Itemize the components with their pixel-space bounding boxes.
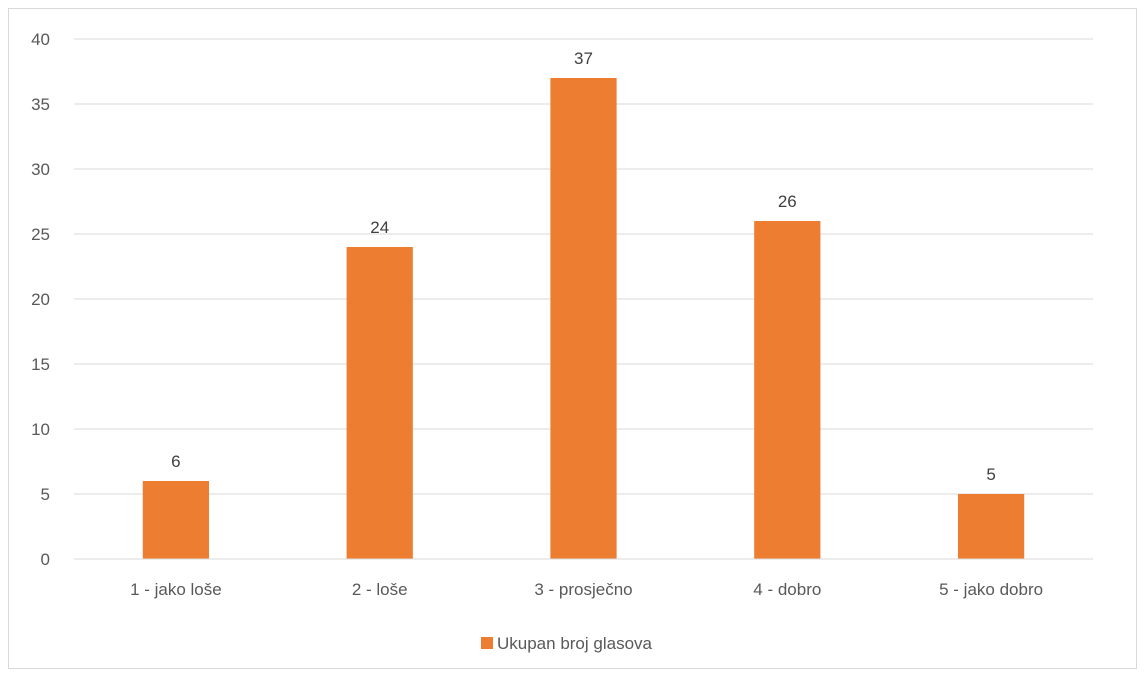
x-axis-categories: 1 - jako loše 2 - loše 3 - prosječno 4 - do… [130, 580, 1043, 599]
legend: Ukupan broj glasova [481, 634, 653, 653]
bar [346, 247, 413, 559]
y-tick-label: 20 [31, 290, 50, 309]
data-label: 26 [778, 192, 797, 211]
bar [550, 78, 617, 559]
y-axis-ticks: 0 5 10 15 20 25 30 35 40 [31, 30, 50, 569]
data-labels: 6 24 37 26 5 [171, 49, 996, 484]
y-tick-label: 40 [31, 30, 50, 49]
data-label: 24 [370, 218, 389, 237]
bars [142, 78, 1025, 559]
bar [957, 494, 1025, 559]
y-tick-label: 35 [31, 95, 50, 114]
y-tick-label: 10 [31, 420, 50, 439]
data-label: 37 [574, 49, 593, 68]
y-tick-label: 5 [41, 485, 50, 504]
x-category-label: 3 - prosječno [534, 580, 632, 599]
y-tick-label: 30 [31, 160, 50, 179]
bar [754, 221, 821, 559]
x-category-label: 4 - dobro [753, 580, 821, 599]
y-tick-label: 15 [31, 355, 50, 374]
data-label: 5 [986, 465, 995, 484]
data-label: 6 [171, 452, 180, 471]
legend-label: Ukupan broj glasova [497, 634, 653, 653]
y-tick-label: 25 [31, 225, 50, 244]
bar [142, 481, 210, 559]
x-category-label: 2 - loše [352, 580, 408, 599]
x-category-label: 1 - jako loše [130, 580, 222, 599]
x-category-label: 5 - jako dobro [939, 580, 1043, 599]
legend-swatch [481, 637, 493, 649]
y-tick-label: 0 [41, 550, 50, 569]
